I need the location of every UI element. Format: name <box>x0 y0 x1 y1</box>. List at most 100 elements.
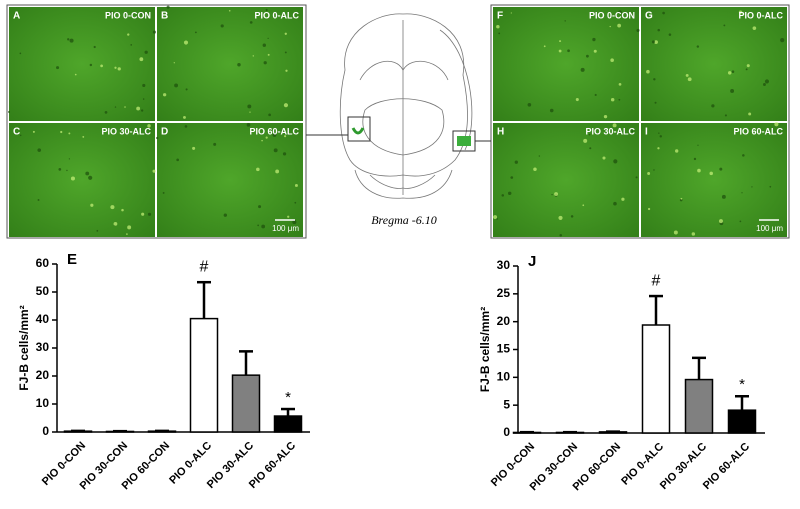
texture <box>658 132 660 134</box>
texture <box>621 197 625 201</box>
texture <box>246 122 251 127</box>
panel-label: PIO 0-CON <box>589 10 635 20</box>
texture <box>594 93 597 97</box>
texture <box>192 146 196 150</box>
texture <box>37 148 42 152</box>
micrograph <box>9 7 155 121</box>
texture <box>162 93 167 97</box>
bar <box>512 431 542 434</box>
panel-letter: F <box>497 11 503 22</box>
texture <box>176 158 179 162</box>
texture <box>7 110 11 114</box>
texture <box>127 225 132 230</box>
annotation: * <box>285 389 291 406</box>
texture <box>764 79 770 84</box>
texture <box>147 212 152 216</box>
texture <box>228 9 231 12</box>
texture <box>727 71 732 75</box>
panel-letter: J <box>528 253 536 270</box>
texture <box>67 38 70 41</box>
texture <box>109 11 113 15</box>
texture <box>657 147 660 150</box>
y-tick-label: 5 <box>503 397 510 411</box>
texture <box>496 218 498 220</box>
texture <box>140 109 144 112</box>
texture <box>580 67 585 72</box>
texture <box>294 201 297 204</box>
texture <box>654 101 657 104</box>
texture <box>685 73 689 77</box>
texture <box>284 51 287 54</box>
bar <box>273 415 303 433</box>
texture <box>696 45 700 48</box>
texture <box>265 136 268 139</box>
texture <box>752 26 757 30</box>
texture <box>56 66 60 70</box>
texture <box>564 20 566 22</box>
texture <box>174 83 179 88</box>
texture <box>294 183 298 187</box>
texture <box>711 104 715 108</box>
texture <box>697 168 701 173</box>
texture <box>680 197 683 200</box>
y-tick-label: 60 <box>36 256 50 270</box>
texture <box>741 192 743 194</box>
texture <box>687 77 692 82</box>
left-frame <box>6 4 307 239</box>
texture <box>510 176 514 179</box>
texture <box>130 44 133 46</box>
texture <box>718 219 723 224</box>
texture <box>730 89 735 93</box>
texture <box>751 186 753 188</box>
texture <box>514 160 518 164</box>
texture <box>602 156 606 160</box>
panel-letter: C <box>13 127 20 138</box>
texture <box>247 104 252 109</box>
texture <box>582 204 585 207</box>
texture <box>721 194 726 199</box>
texture <box>657 28 660 32</box>
x-tick-label: PIO 0-ALC <box>619 441 666 488</box>
texture <box>610 97 615 102</box>
texture <box>113 221 118 226</box>
panel-letter: E <box>67 251 77 268</box>
y-tick-label: 10 <box>497 370 511 384</box>
bar <box>231 374 261 433</box>
texture <box>117 67 121 71</box>
texture <box>742 154 745 157</box>
texture <box>114 106 117 108</box>
panel-label: PIO 0-ALC <box>738 10 783 20</box>
texture <box>164 127 166 129</box>
region-marker <box>457 136 471 146</box>
texture <box>559 234 563 237</box>
texture <box>723 24 726 27</box>
texture <box>653 78 656 81</box>
texture <box>746 64 750 68</box>
texture <box>100 64 103 68</box>
texture <box>612 123 617 128</box>
texture <box>268 113 271 117</box>
texture <box>592 37 596 42</box>
texture <box>284 135 287 138</box>
texture <box>237 63 241 67</box>
texture <box>501 194 505 197</box>
y-tick-label: 20 <box>497 314 511 328</box>
texture <box>69 38 74 43</box>
texture <box>551 193 553 196</box>
texture <box>173 62 175 64</box>
texture <box>673 230 678 235</box>
bar <box>598 431 628 434</box>
texture <box>538 155 541 157</box>
annotation: # <box>200 258 209 275</box>
texture <box>603 115 608 119</box>
texture <box>162 191 165 194</box>
micrograph <box>157 7 303 121</box>
texture <box>558 215 563 220</box>
texture <box>631 130 634 133</box>
texture <box>284 32 287 35</box>
region-box-left <box>347 116 371 142</box>
texture <box>662 11 665 15</box>
texture <box>618 82 622 86</box>
texture <box>68 132 71 135</box>
